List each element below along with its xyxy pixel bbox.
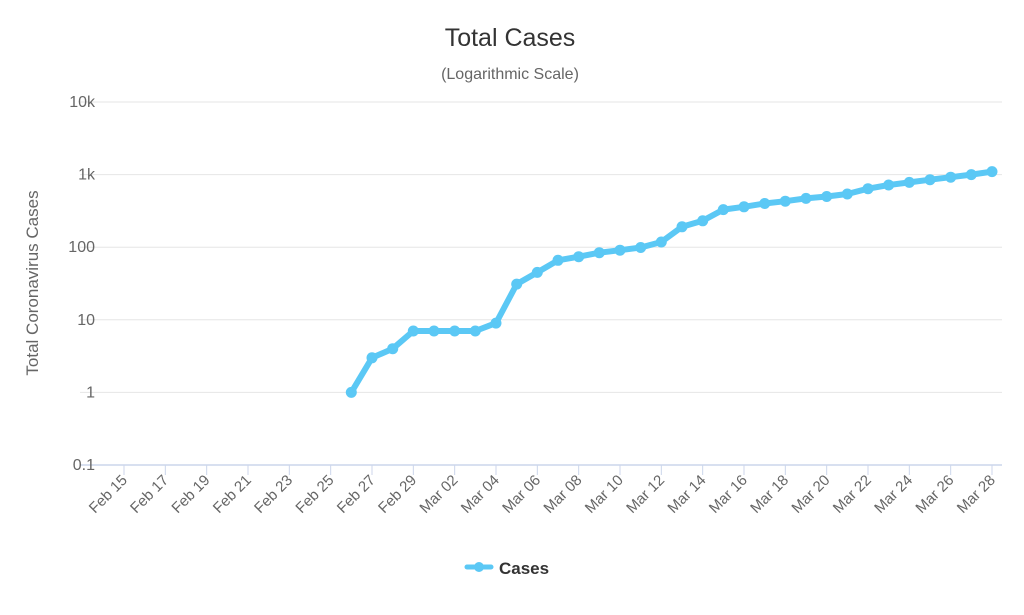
- x-tick-label: Mar 14: [664, 472, 709, 517]
- legend-item-cases[interactable]: Cases: [499, 559, 549, 578]
- x-tick-label: Feb 25: [292, 472, 337, 517]
- data-point: [635, 242, 647, 253]
- x-tick-label: Feb 23: [251, 472, 296, 517]
- x-tick-label: Feb 17: [127, 472, 172, 517]
- legend[interactable]: Cases: [464, 559, 549, 578]
- y-tick-label: 100: [68, 239, 95, 256]
- x-tick-label: Feb 21: [210, 472, 255, 517]
- data-point: [573, 251, 585, 263]
- data-point: [717, 204, 729, 216]
- x-tick-label: Mar 12: [623, 472, 668, 517]
- y-axis-label: Total Coronavirus Cases: [23, 190, 42, 375]
- x-tick-label: Feb 19: [168, 472, 213, 517]
- data-point: [965, 169, 977, 181]
- data-point: [779, 195, 791, 207]
- x-tick-label: Mar 02: [416, 472, 461, 517]
- x-tick-label: Mar 20: [788, 472, 833, 517]
- x-tick-label: Feb 15: [86, 472, 131, 517]
- data-point: [511, 278, 523, 290]
- data-point: [387, 343, 399, 355]
- x-tick-label: Mar 06: [499, 472, 544, 517]
- series-line-cases: [348, 168, 995, 396]
- data-point: [449, 325, 461, 337]
- y-tick-label: 10: [77, 312, 95, 329]
- data-point: [800, 192, 812, 204]
- grid-lines: [80, 101, 1002, 466]
- x-tick-label: Feb 27: [334, 472, 379, 517]
- data-point: [676, 221, 688, 233]
- legend-dot-marker: [474, 562, 484, 572]
- x-tick-label: Mar 22: [830, 472, 875, 517]
- data-point: [428, 325, 440, 337]
- data-point: [655, 236, 667, 248]
- data-point: [862, 183, 874, 195]
- chart-subtitle: (Logarithmic Scale): [441, 66, 579, 83]
- x-tick-label: Mar 24: [871, 472, 916, 517]
- data-point: [614, 244, 626, 256]
- y-tick-label: 0.1: [73, 457, 95, 474]
- x-tick-label: Mar 08: [540, 472, 585, 517]
- data-point: [469, 325, 481, 337]
- data-point: [552, 254, 564, 266]
- data-point: [593, 247, 605, 259]
- y-tick-label: 1k: [78, 167, 96, 184]
- data-point: [924, 174, 936, 186]
- data-point: [407, 325, 419, 337]
- x-tick-label: Feb 29: [375, 472, 420, 517]
- data-point: [841, 188, 853, 200]
- data-point: [759, 198, 771, 209]
- data-point: [697, 215, 709, 227]
- data-point: [903, 176, 915, 188]
- x-tick-label: Mar 04: [458, 472, 503, 517]
- y-axis-ticks: 0.1 1 10 100 1k 10k: [68, 94, 96, 474]
- data-point: [986, 166, 998, 178]
- x-tick-label: Mar 10: [582, 472, 627, 517]
- data-point: [883, 179, 895, 191]
- data-point: [490, 317, 502, 329]
- x-tick-label: Mar 16: [706, 472, 751, 517]
- data-point: [821, 191, 833, 202]
- data-point: [738, 201, 750, 213]
- y-tick-label: 10k: [69, 94, 96, 111]
- x-tick-label: Mar 18: [747, 472, 792, 517]
- data-point: [366, 352, 378, 364]
- data-point: [531, 266, 543, 278]
- series-layer: [345, 166, 998, 398]
- x-tick-label: Mar 28: [954, 472, 999, 517]
- x-tick-label: Mar 26: [912, 472, 957, 517]
- data-point: [945, 171, 957, 183]
- chart-title: Total Cases: [445, 24, 576, 52]
- y-tick-label: 1: [86, 384, 95, 401]
- data-point: [345, 386, 357, 398]
